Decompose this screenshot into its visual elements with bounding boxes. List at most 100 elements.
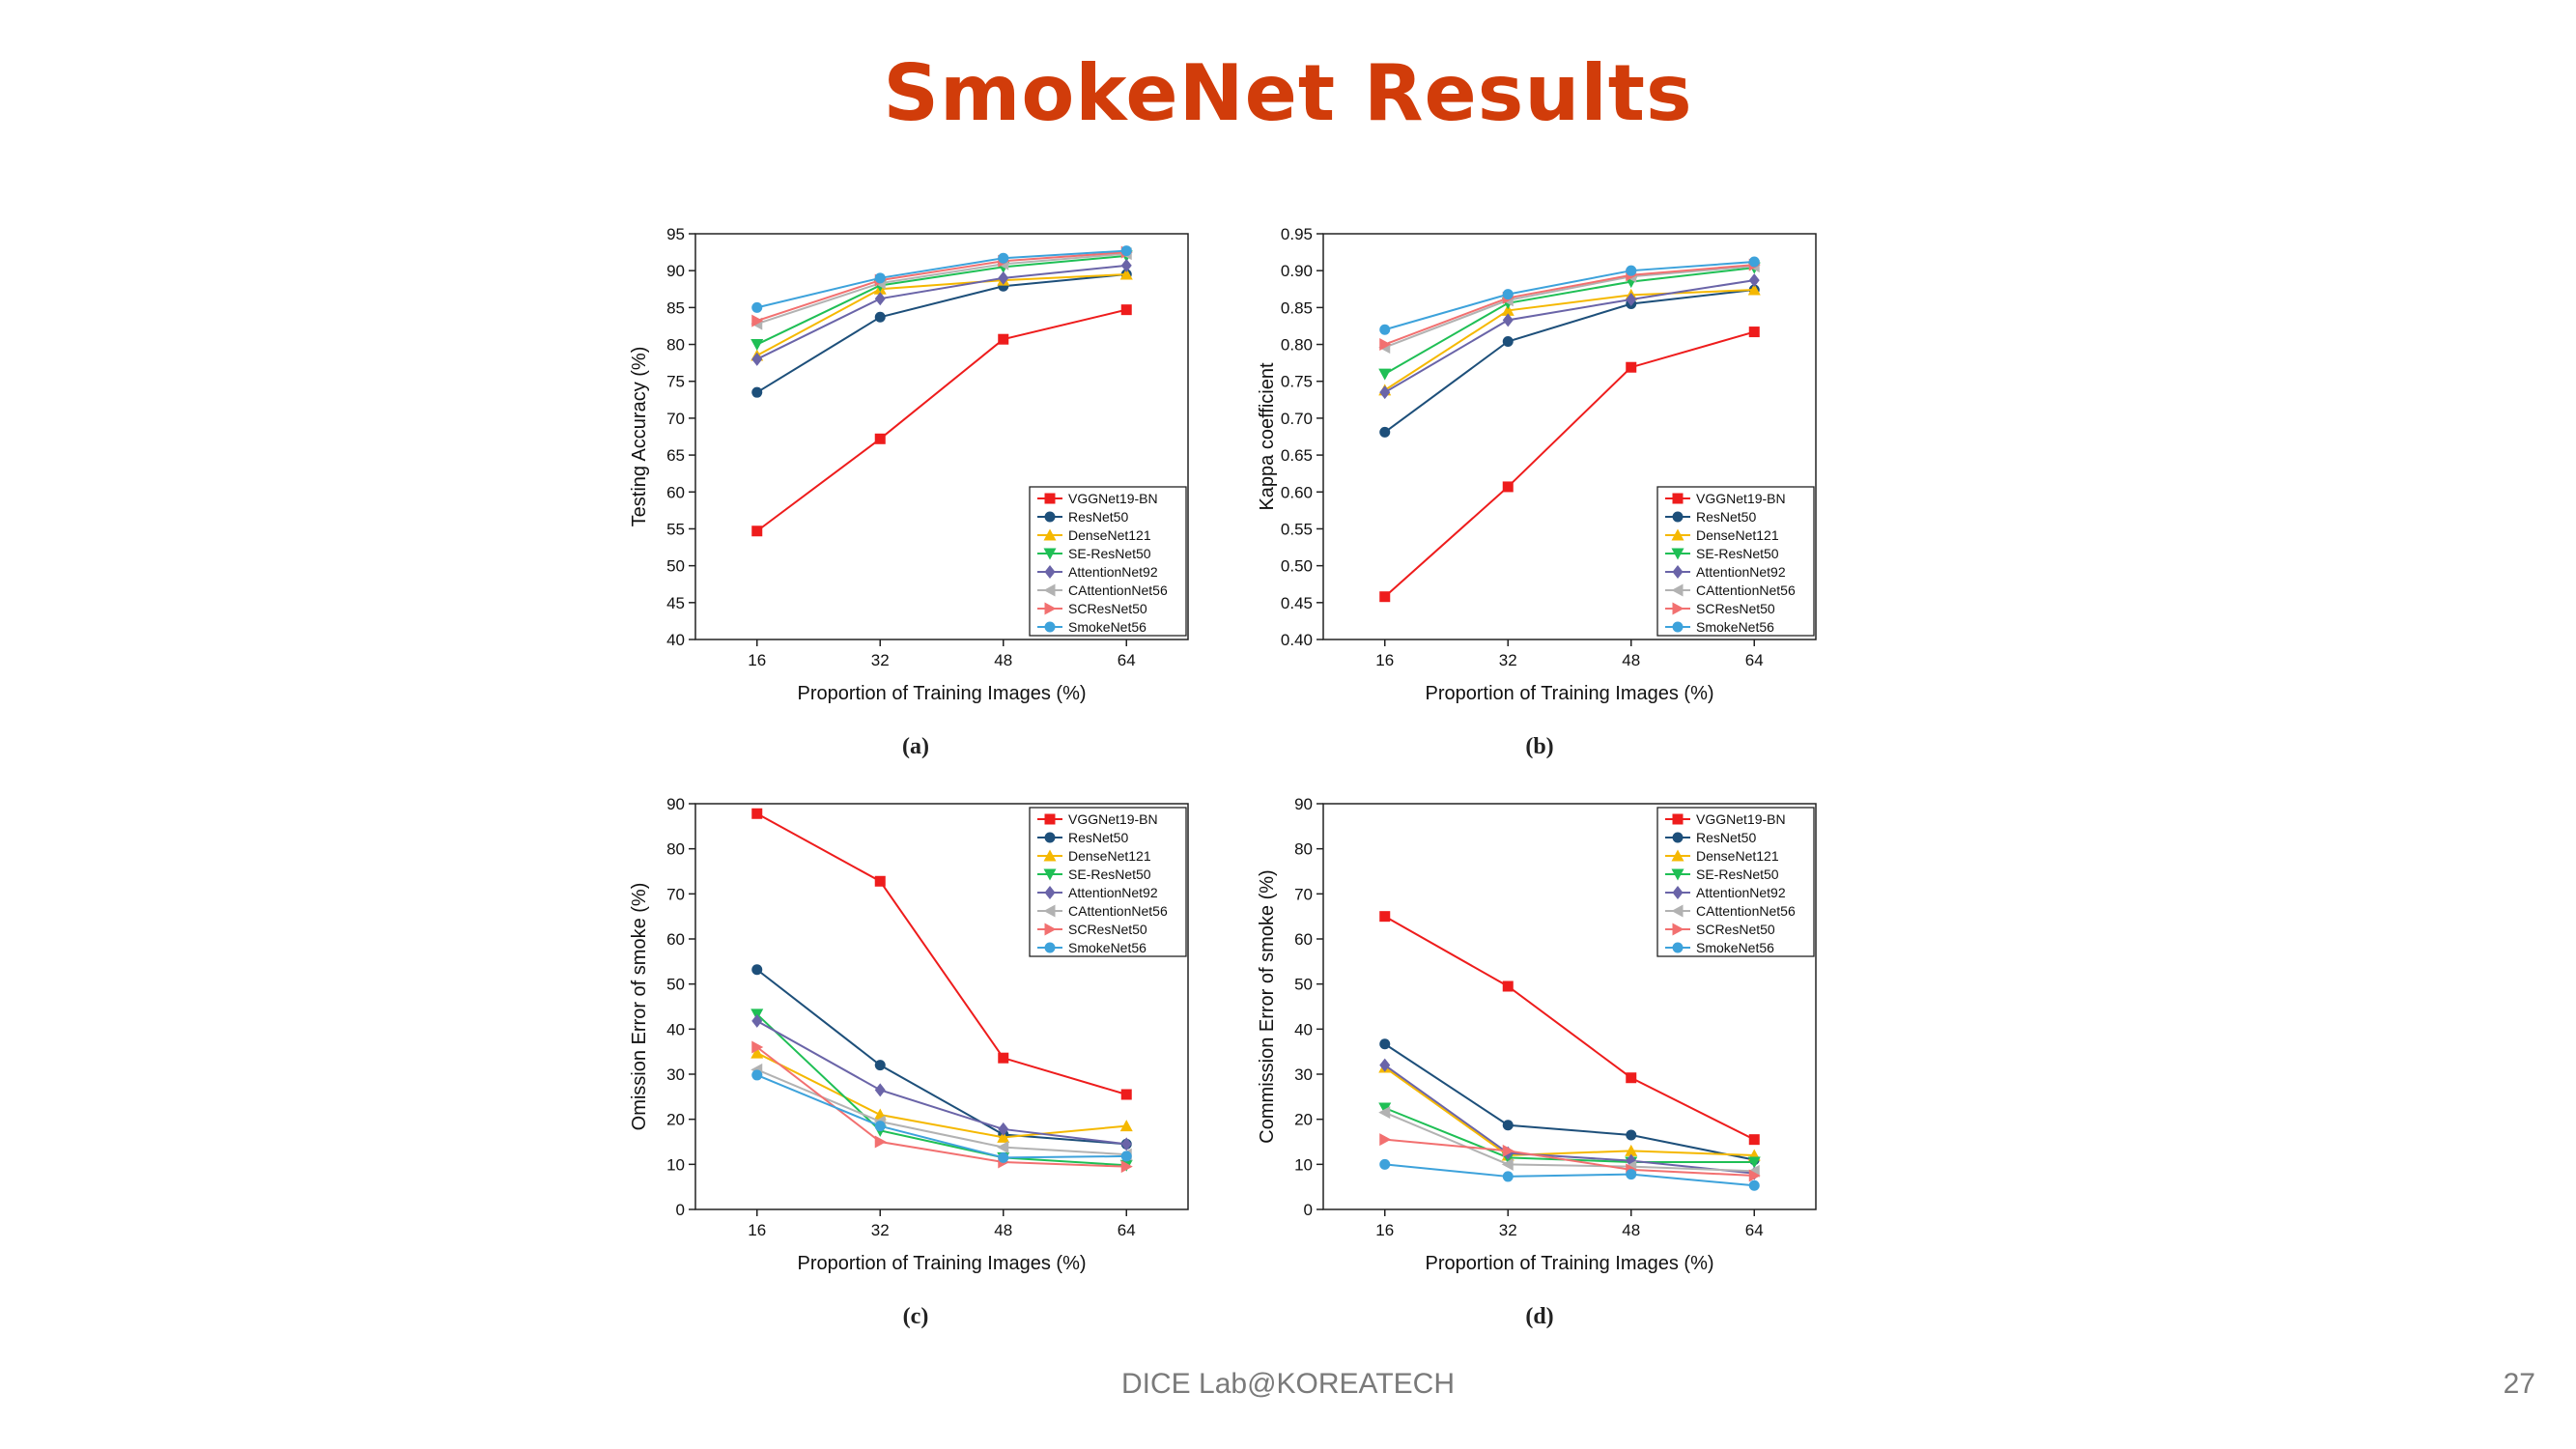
y-tick-label: 85: [666, 298, 685, 317]
panel-label-d: (d): [1525, 1304, 1554, 1329]
y-tick-label: 0.40: [1281, 631, 1313, 649]
legend-marker: [1043, 583, 1056, 597]
data-point: [1378, 1106, 1391, 1120]
legend-label: VGGNet19-BN: [1068, 811, 1158, 827]
legend-marker: [1672, 493, 1684, 504]
legend-item: DenseNet121: [1665, 848, 1779, 864]
data-point: [1379, 1158, 1391, 1170]
x-axis-label: Proportion of Training Images (%): [1425, 683, 1713, 704]
x-axis-label: Proportion of Training Images (%): [797, 1253, 1086, 1274]
series-line: [756, 968, 1127, 1146]
series-line: [1384, 289, 1755, 434]
legend-marker: [1672, 886, 1684, 899]
legend-item: SmokeNet56: [1037, 940, 1146, 955]
y-tick-label: 65: [666, 446, 685, 465]
x-tick-label: 64: [1745, 651, 1764, 669]
legend-item: AttentionNet92: [1665, 564, 1786, 580]
y-tick-label: 10: [1294, 1155, 1313, 1174]
y-axis-label: Omission Error of smoke (%): [629, 883, 650, 1131]
legend-item: DenseNet121: [1037, 527, 1151, 543]
y-tick-label: 0.50: [1281, 557, 1313, 576]
data-point: [1748, 327, 1760, 338]
data-point: [1502, 1120, 1514, 1131]
legend-marker: [1672, 602, 1684, 615]
legend-label: AttentionNet92: [1068, 885, 1158, 900]
legend-item: SCResNet50: [1665, 922, 1775, 937]
legend-marker: [1044, 942, 1056, 953]
series-cattentionnet56: [1378, 1106, 1760, 1178]
data-point: [1120, 304, 1132, 316]
series-vggnet19-bn: [1379, 911, 1760, 1146]
legend-label: SCResNet50: [1696, 922, 1775, 937]
legend-item: SCResNet50: [1037, 601, 1147, 616]
y-tick-label: 10: [666, 1155, 685, 1174]
data-point: [751, 314, 764, 327]
data-point: [1501, 1157, 1514, 1171]
series-line: [1384, 1163, 1755, 1187]
x-tick-label: 64: [1118, 651, 1136, 669]
data-point: [998, 1151, 1009, 1163]
legend-item: SmokeNet56: [1037, 619, 1146, 635]
legend-label: DenseNet121: [1696, 848, 1779, 864]
series-smokenet56: [1379, 1158, 1760, 1191]
y-tick-label: 80: [666, 840, 685, 859]
series-line: [1384, 261, 1755, 331]
legend-label: CAttentionNet56: [1696, 903, 1796, 919]
data-point: [997, 1141, 1009, 1154]
series-line: [756, 1013, 1127, 1167]
data-point: [874, 1121, 886, 1132]
legend-label: DenseNet121: [1068, 848, 1151, 864]
legend-marker: [1043, 528, 1057, 541]
x-tick-label: 16: [1375, 1221, 1394, 1239]
series-line: [1384, 1111, 1755, 1173]
legend-item: ResNet50: [1037, 509, 1128, 525]
x-tick-label: 32: [1499, 1221, 1517, 1239]
y-tick-label: 70: [666, 885, 685, 903]
legend-label: DenseNet121: [1068, 527, 1151, 543]
legend-marker: [1671, 904, 1684, 918]
x-axis-label: Proportion of Training Images (%): [797, 683, 1086, 704]
series-attentionnet92: [751, 1013, 1132, 1151]
y-tick-label: 45: [666, 594, 685, 612]
legend-label: AttentionNet92: [1068, 564, 1158, 580]
series-vggnet19-bn: [1379, 327, 1760, 603]
data-point: [1502, 481, 1514, 493]
data-point: [751, 808, 763, 819]
data-point: [1748, 273, 1760, 288]
data-point: [997, 1130, 1010, 1143]
plot-frame: [694, 803, 1189, 1210]
y-tick-label: 55: [666, 520, 685, 538]
series-attentionnet92: [751, 258, 1132, 366]
slide-title: SmokeNet Results: [883, 48, 1693, 138]
y-axis-label: Kappa coefficient: [1257, 362, 1278, 511]
x-tick-label: 64: [1118, 1221, 1136, 1239]
data-point: [750, 339, 764, 352]
legend-label: SE-ResNet50: [1068, 546, 1151, 561]
series-line: [756, 812, 1127, 1095]
legend: VGGNet19-BN ResNet50 DenseNet121 SE-ResNet5…: [1656, 486, 1815, 637]
series-se-resnet50: [1378, 1102, 1761, 1169]
series-line: [1384, 915, 1755, 1141]
legend-label: SmokeNet56: [1696, 619, 1774, 635]
data-point: [874, 272, 886, 284]
y-tick-label: 0.80: [1281, 336, 1313, 355]
data-point: [1501, 303, 1514, 316]
y-tick-label: 50: [666, 976, 685, 994]
y-tick-label: 20: [1294, 1111, 1313, 1129]
series-line: [1384, 267, 1755, 375]
legend: VGGNet19-BN ResNet50 DenseNet121 SE-ResNet5…: [1029, 486, 1187, 637]
y-tick-label: 90: [666, 262, 685, 280]
legend-item: ResNet50: [1665, 509, 1756, 525]
legend-label: ResNet50: [1068, 830, 1128, 845]
data-point: [1626, 361, 1637, 373]
series-attentionnet92: [1379, 273, 1760, 400]
legend-label: ResNet50: [1068, 509, 1128, 525]
legend-label: SmokeNet56: [1696, 940, 1774, 955]
series-line: [756, 249, 1127, 309]
data-point: [1502, 980, 1514, 992]
series-densenet121: [1378, 1061, 1761, 1161]
y-tick-label: 0.65: [1281, 446, 1313, 465]
legend-marker: [1672, 511, 1684, 523]
data-point: [874, 1060, 886, 1071]
legend-marker: [1044, 565, 1056, 579]
